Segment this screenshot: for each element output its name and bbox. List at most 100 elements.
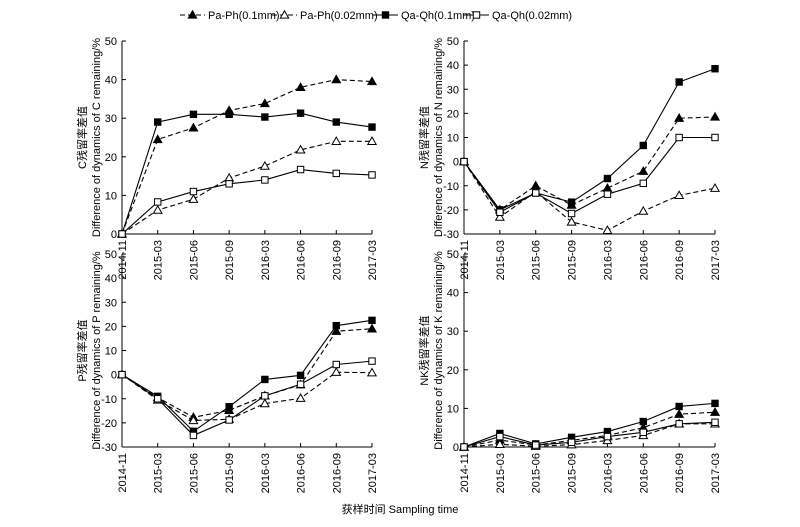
- y-tick-label: 30: [447, 326, 459, 338]
- data-point: [460, 443, 468, 451]
- y-axis-title-en: Difference of dynamics of C remaining/%: [91, 38, 103, 237]
- data-point: [674, 112, 685, 122]
- y-tick-label: 40: [447, 288, 459, 300]
- legend-marker: [279, 9, 290, 19]
- y-axis-title-cn: N残留率差值: [417, 106, 431, 169]
- data-point: [261, 176, 269, 184]
- series-line: [121, 168, 373, 235]
- data-point: [603, 174, 612, 183]
- x-tick-label: 2016-09: [674, 240, 686, 280]
- y-tick-label: 30: [105, 113, 117, 125]
- series-line: [463, 161, 716, 231]
- data-point: [225, 110, 233, 119]
- x-tick-label: 2015-06: [531, 240, 543, 280]
- panels: 0 10 20 30 40 50 2014-11 2015-03 2015-06 2015-09 2…: [75, 36, 722, 493]
- y-tick-label: -30: [101, 442, 117, 454]
- data-point: [675, 420, 683, 428]
- y-tick-label: 40: [105, 273, 117, 285]
- data-point: [259, 160, 270, 170]
- y-tick-label: 0: [453, 442, 459, 454]
- data-point: [261, 113, 269, 121]
- data-point: [331, 136, 342, 146]
- data-point: [154, 395, 162, 403]
- data-point: [368, 357, 376, 365]
- series-line: [121, 140, 372, 235]
- data-point: [368, 123, 376, 131]
- y-tick-label: 20: [105, 152, 117, 164]
- series-line: [463, 68, 716, 211]
- y-tick-label: -20: [443, 205, 459, 217]
- series-line: [121, 112, 373, 235]
- series-line: [121, 79, 373, 235]
- x-tick-label: 2017-03: [710, 240, 722, 280]
- series: [118, 357, 376, 440]
- x-tick-label: 2015-06: [188, 453, 200, 493]
- data-point: [532, 189, 540, 197]
- data-point: [639, 417, 647, 426]
- y-tick-label: 30: [105, 297, 117, 309]
- data-point: [188, 122, 199, 132]
- data-point: [602, 225, 613, 235]
- y-axis-title-en: Difference of dynamics of K remaining/%: [433, 251, 445, 450]
- y-tick-label: 10: [105, 190, 117, 202]
- y-tick-label: 40: [105, 75, 117, 87]
- data-point: [295, 144, 306, 154]
- data-point: [567, 209, 576, 218]
- data-point: [675, 402, 683, 411]
- series-line: [121, 360, 373, 437]
- data-point: [366, 323, 378, 333]
- y-axis-title-en: Difference of dynamics of N remaining/%: [433, 38, 445, 237]
- data-point: [296, 380, 305, 388]
- series-line: [121, 328, 373, 418]
- data-point: [368, 171, 376, 179]
- series: [460, 418, 719, 451]
- x-tick-label: 2015-06: [531, 453, 543, 493]
- series: [118, 316, 376, 436]
- legend-marker: [381, 11, 390, 19]
- data-point: [189, 110, 198, 119]
- x-tick-label: 2015-03: [495, 453, 507, 493]
- series: [118, 165, 376, 238]
- data-point: [711, 418, 719, 426]
- data-point: [261, 375, 269, 384]
- y-axis-title-cn: NK残留率差值: [417, 315, 431, 385]
- data-point: [295, 393, 306, 402]
- data-point: [496, 208, 504, 216]
- data-point: [638, 205, 649, 215]
- y-tick-label: -20: [101, 418, 117, 430]
- data-point: [118, 230, 126, 238]
- series-line: [463, 136, 715, 215]
- x-tick-label: 2017-03: [367, 240, 379, 280]
- y-tick-label: 50: [447, 36, 459, 48]
- x-axis-label: 获样时间 Sampling time: [342, 502, 459, 516]
- data-point: [675, 133, 683, 142]
- x-tick-label: 2017-03: [710, 453, 722, 493]
- x-tick-label: 2014-11: [117, 453, 129, 493]
- series-line: [463, 116, 716, 211]
- y-tick-label: 0: [111, 370, 117, 382]
- data-point: [532, 441, 540, 449]
- data-point: [189, 187, 198, 196]
- data-point: [639, 179, 647, 188]
- data-point: [494, 211, 505, 221]
- data-point: [331, 74, 342, 84]
- legend-label: Pa-Ph(0.1mm): [208, 10, 280, 22]
- data-point: [674, 408, 685, 418]
- data-point: [709, 407, 721, 416]
- data-point: [368, 316, 376, 325]
- y-tick-label: -30: [443, 229, 459, 241]
- series-line: [463, 411, 716, 448]
- x-tick-label: 2016-06: [638, 453, 650, 493]
- y-tick-label: 0: [453, 157, 459, 169]
- data-point: [674, 190, 685, 200]
- series-line: [463, 402, 716, 448]
- data-point: [332, 360, 340, 369]
- data-point: [261, 392, 269, 400]
- y-tick-label: 10: [105, 346, 117, 358]
- x-tick-label: 2015-09: [567, 453, 579, 493]
- series-line: [121, 319, 373, 433]
- data-point: [332, 169, 340, 178]
